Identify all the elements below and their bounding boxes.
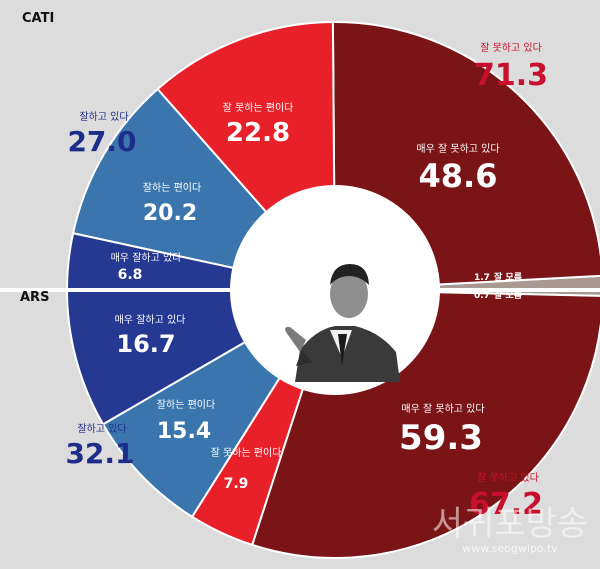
ars-slice-value-very-bad: 59.3: [399, 418, 483, 458]
ars-total-bad-label: 잘 못하고 있다: [477, 471, 539, 484]
person-pointing-photo-icon: [285, 264, 400, 382]
ars-slice-label-bad-text: 잘 못하는 편이다: [211, 446, 282, 459]
cati-slice-label-very-good: 매우 잘하고 있다: [111, 251, 182, 264]
cati-slice-value-unknown: 1.7: [474, 273, 490, 283]
cati-slice-label-good: 잘하는 편이다: [143, 181, 201, 194]
cati-slice-label-very-bad: 매우 잘 못하고 있다: [416, 142, 499, 155]
cati-total-bad-label: 잘 못하고 있다: [480, 41, 542, 54]
cati-slice-value-very-good: 6.8: [118, 267, 143, 283]
ars-slice-label-very-bad: 매우 잘 못하고 있다: [401, 402, 484, 415]
cati-method-label: CATI: [22, 11, 54, 26]
cati-total-bad-value: 71.3: [474, 58, 548, 93]
ars-slice-label-unknown: 잘 모름: [494, 289, 522, 301]
ars-slice-label-good: 잘하는 편이다: [157, 398, 215, 411]
cati-total-good-value: 27.0: [67, 125, 136, 158]
ars-slice-value-very-good: 16.7: [116, 330, 175, 358]
cati-slice-label-bad: 잘 못하는 편이다: [223, 101, 294, 114]
ars-slice-value-bad: 7.9: [224, 476, 249, 492]
ars-total-good-label: 잘하고 있다: [77, 422, 126, 435]
cati-slice-value-bad: 22.8: [226, 118, 290, 148]
cati-total-good-label: 잘하고 있다: [79, 110, 128, 123]
ars-total-bad-value: 67.2: [469, 487, 543, 522]
ars-slice-value-good: 15.4: [157, 419, 211, 444]
ars-slice-value-unknown: 0.7: [474, 291, 490, 301]
ars-slice-label-very-good: 매우 잘하고 있다: [115, 313, 186, 326]
ars-total-good-value: 32.1: [65, 437, 134, 470]
watermark-url: www.seogwipo.tv: [462, 542, 558, 555]
ars-slice-label-bad: 잘 못하는 편이다: [211, 446, 282, 459]
watermark-logo-text: 서귀포방송: [432, 504, 588, 544]
ars-method-label: ARS: [20, 290, 49, 305]
cati-slice-label-unknown: 잘 모름: [494, 271, 522, 283]
cati-slice-value-good: 20.2: [143, 201, 197, 226]
cati-slice-value-very-bad: 48.6: [419, 157, 498, 195]
